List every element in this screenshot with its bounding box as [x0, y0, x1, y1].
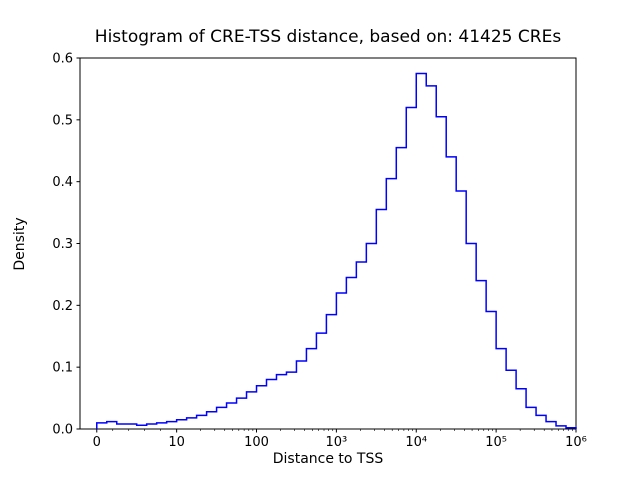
histogram-step-line	[96, 72, 577, 429]
y-tick-label: 0.4	[52, 175, 73, 190]
x-tick-label: 10⁶	[565, 435, 587, 450]
y-tick-label: 0.2	[52, 299, 73, 314]
x-tick-label: 10³	[326, 435, 348, 450]
y-tick-label: 0.3	[52, 237, 73, 252]
x-tick-label: 10	[168, 435, 185, 450]
x-tick-label: 10⁵	[485, 435, 507, 450]
y-axis-label: Density	[12, 217, 28, 271]
y-tick-label: 0.0	[52, 423, 73, 438]
x-tick-label: 10⁴	[405, 435, 427, 450]
x-tick-label: 0	[93, 435, 101, 450]
y-tick-label: 0.1	[52, 361, 73, 376]
plot-area-spines	[79, 57, 577, 430]
x-axis-label: Distance to TSS	[272, 451, 384, 467]
chart-title: Histogram of CRE-TSS distance, based on:…	[94, 27, 562, 47]
y-tick-label: 0.5	[52, 113, 73, 128]
y-tick-label: 0.6	[52, 52, 73, 67]
x-tick-label: 100	[244, 435, 269, 450]
